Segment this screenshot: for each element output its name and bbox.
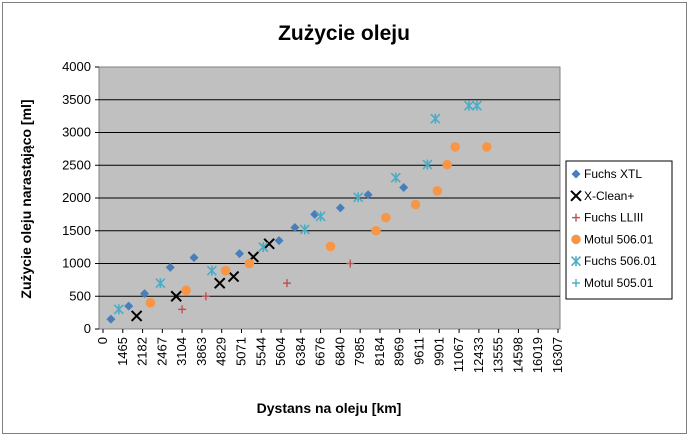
data-point-series-5 [258,242,269,253]
legend-marker-6 [572,279,580,287]
legend-marker-5 [570,256,582,267]
x-tick-label: 16019 [530,337,545,373]
data-point-series-1 [140,289,150,299]
oil-consumption-chart: Zużycie oleju 0 500 1000 1500 2000 2500 3000 35… [18,22,673,416]
x-tick-label: 0 [95,337,110,344]
data-point-series-3 [178,305,187,314]
data-point-series-2 [170,290,182,302]
data-point-series-4 [432,185,443,196]
x-tick-label: 13555 [491,337,506,373]
y-tick-label: 3000 [62,125,91,140]
data-point-series-1 [290,222,300,232]
y-tick-label: 4000 [62,59,91,74]
x-tick-label: 5604 [273,337,288,366]
data-point-series-3 [346,259,355,268]
x-tick-label: 9611 [412,337,427,365]
data-point-series-4 [181,285,191,296]
data-point-series-1 [165,262,175,272]
data-point-series-1 [399,183,409,193]
data-point-series-2 [214,277,226,289]
data-point-series-1 [274,236,284,246]
legend-marker-1 [571,169,581,179]
x-tick-label: 5071 [233,337,248,366]
legend-marker-2 [570,190,582,202]
legend-label-2: X-Clean+ [584,189,634,203]
data-point-series-4 [325,241,336,252]
y-tick-label: 500 [69,288,91,303]
x-tick-label: 2182 [135,337,150,366]
x-axis-ticks: 0 1465 2182 2467 3104 3863 4829 5071 5544 5604 638… [95,329,565,373]
y-tick-label: 2500 [62,157,91,172]
x-tick-label: 6840 [332,337,347,366]
x-tick-label: 5544 [253,337,268,366]
data-point-series-1 [124,301,134,311]
data-points [106,100,492,324]
legend: Fuchs XTL X-Clean+ Fuchs LLIII Motul 506.01… [565,160,673,300]
data-point-series-5 [471,100,482,111]
x-tick-label: 6384 [293,337,308,366]
data-point-series-4 [381,212,391,223]
y-axis-ticks: 0 500 1000 1500 2000 2500 3000 3500 4000 [62,59,99,336]
x-tick-label: 4829 [214,337,229,366]
x-tick-label: 3104 [174,337,189,366]
chart-title: Zużycie oleju [278,22,410,45]
data-point-series-3 [282,279,291,288]
data-point-series-4 [145,298,156,308]
data-point-series-2 [130,310,143,322]
data-point-series-1 [189,253,199,263]
legend-label-4: Motul 506.01 [584,232,654,246]
data-point-series-4 [220,265,231,276]
legend-label-1: Fuchs XTL [584,167,642,181]
data-point-series-5 [390,172,401,183]
data-point-series-5 [113,304,124,315]
data-point-series-4 [371,225,381,236]
data-point-series-4 [450,142,460,152]
y-tick-label: 3500 [62,92,91,107]
data-point-series-5 [463,100,475,111]
legend-marker-4 [571,234,581,245]
legend-label-3: Fuchs LLIII [584,211,643,225]
legend-marker-3 [572,213,580,222]
x-tick-label: 8184 [372,337,387,366]
x-tick-label: 6676 [313,337,328,366]
data-point-series-5 [155,278,166,289]
chart-frame: Zużycie oleju 0 500 1000 1500 2000 2500 3000 35… [2,2,687,434]
y-tick-label: 1500 [62,223,91,238]
y-axis-title: Zużycie oleju narastająco [ml] [18,99,34,298]
legend-label-6: Motul 505.01 [584,276,654,290]
x-tick-label: 14598 [510,337,525,373]
data-point-series-5 [353,192,364,203]
data-point-series-1 [106,314,116,324]
data-point-series-5 [422,159,433,170]
x-axis-title: Dystans na oleju [km] [257,400,402,416]
data-point-series-5 [206,265,217,276]
x-tick-label: 8969 [392,337,407,366]
y-tick-label: 1000 [62,256,91,271]
data-point-series-5 [299,224,310,235]
data-point-series-1 [335,203,345,213]
data-point-series-5 [430,113,441,124]
x-tick-label: 3863 [194,337,209,366]
y-tick-label: 2000 [62,190,91,205]
data-point-series-3 [201,292,210,301]
data-point-series-4 [410,199,421,210]
x-tick-label: 11067 [451,337,466,372]
x-tick-label: 12433 [471,337,486,373]
data-point-series-5 [315,211,326,222]
x-tick-label: 7985 [352,337,367,366]
x-tick-label: 1465 [115,337,130,366]
data-point-series-1 [363,190,373,200]
x-tick-label: 16307 [550,337,565,373]
legend-label-5: Fuchs 506.01 [584,254,657,268]
data-point-series-2 [227,270,240,283]
x-tick-label: 2467 [154,337,169,366]
data-point-series-2 [263,238,275,250]
data-point-series-4 [442,159,453,170]
data-point-series-4 [244,258,255,269]
data-point-series-4 [481,142,492,152]
x-tick-label: 9901 [431,337,446,366]
data-point-series-1 [235,249,244,259]
legend-box [565,160,673,300]
y-tick-label: 0 [84,321,91,336]
